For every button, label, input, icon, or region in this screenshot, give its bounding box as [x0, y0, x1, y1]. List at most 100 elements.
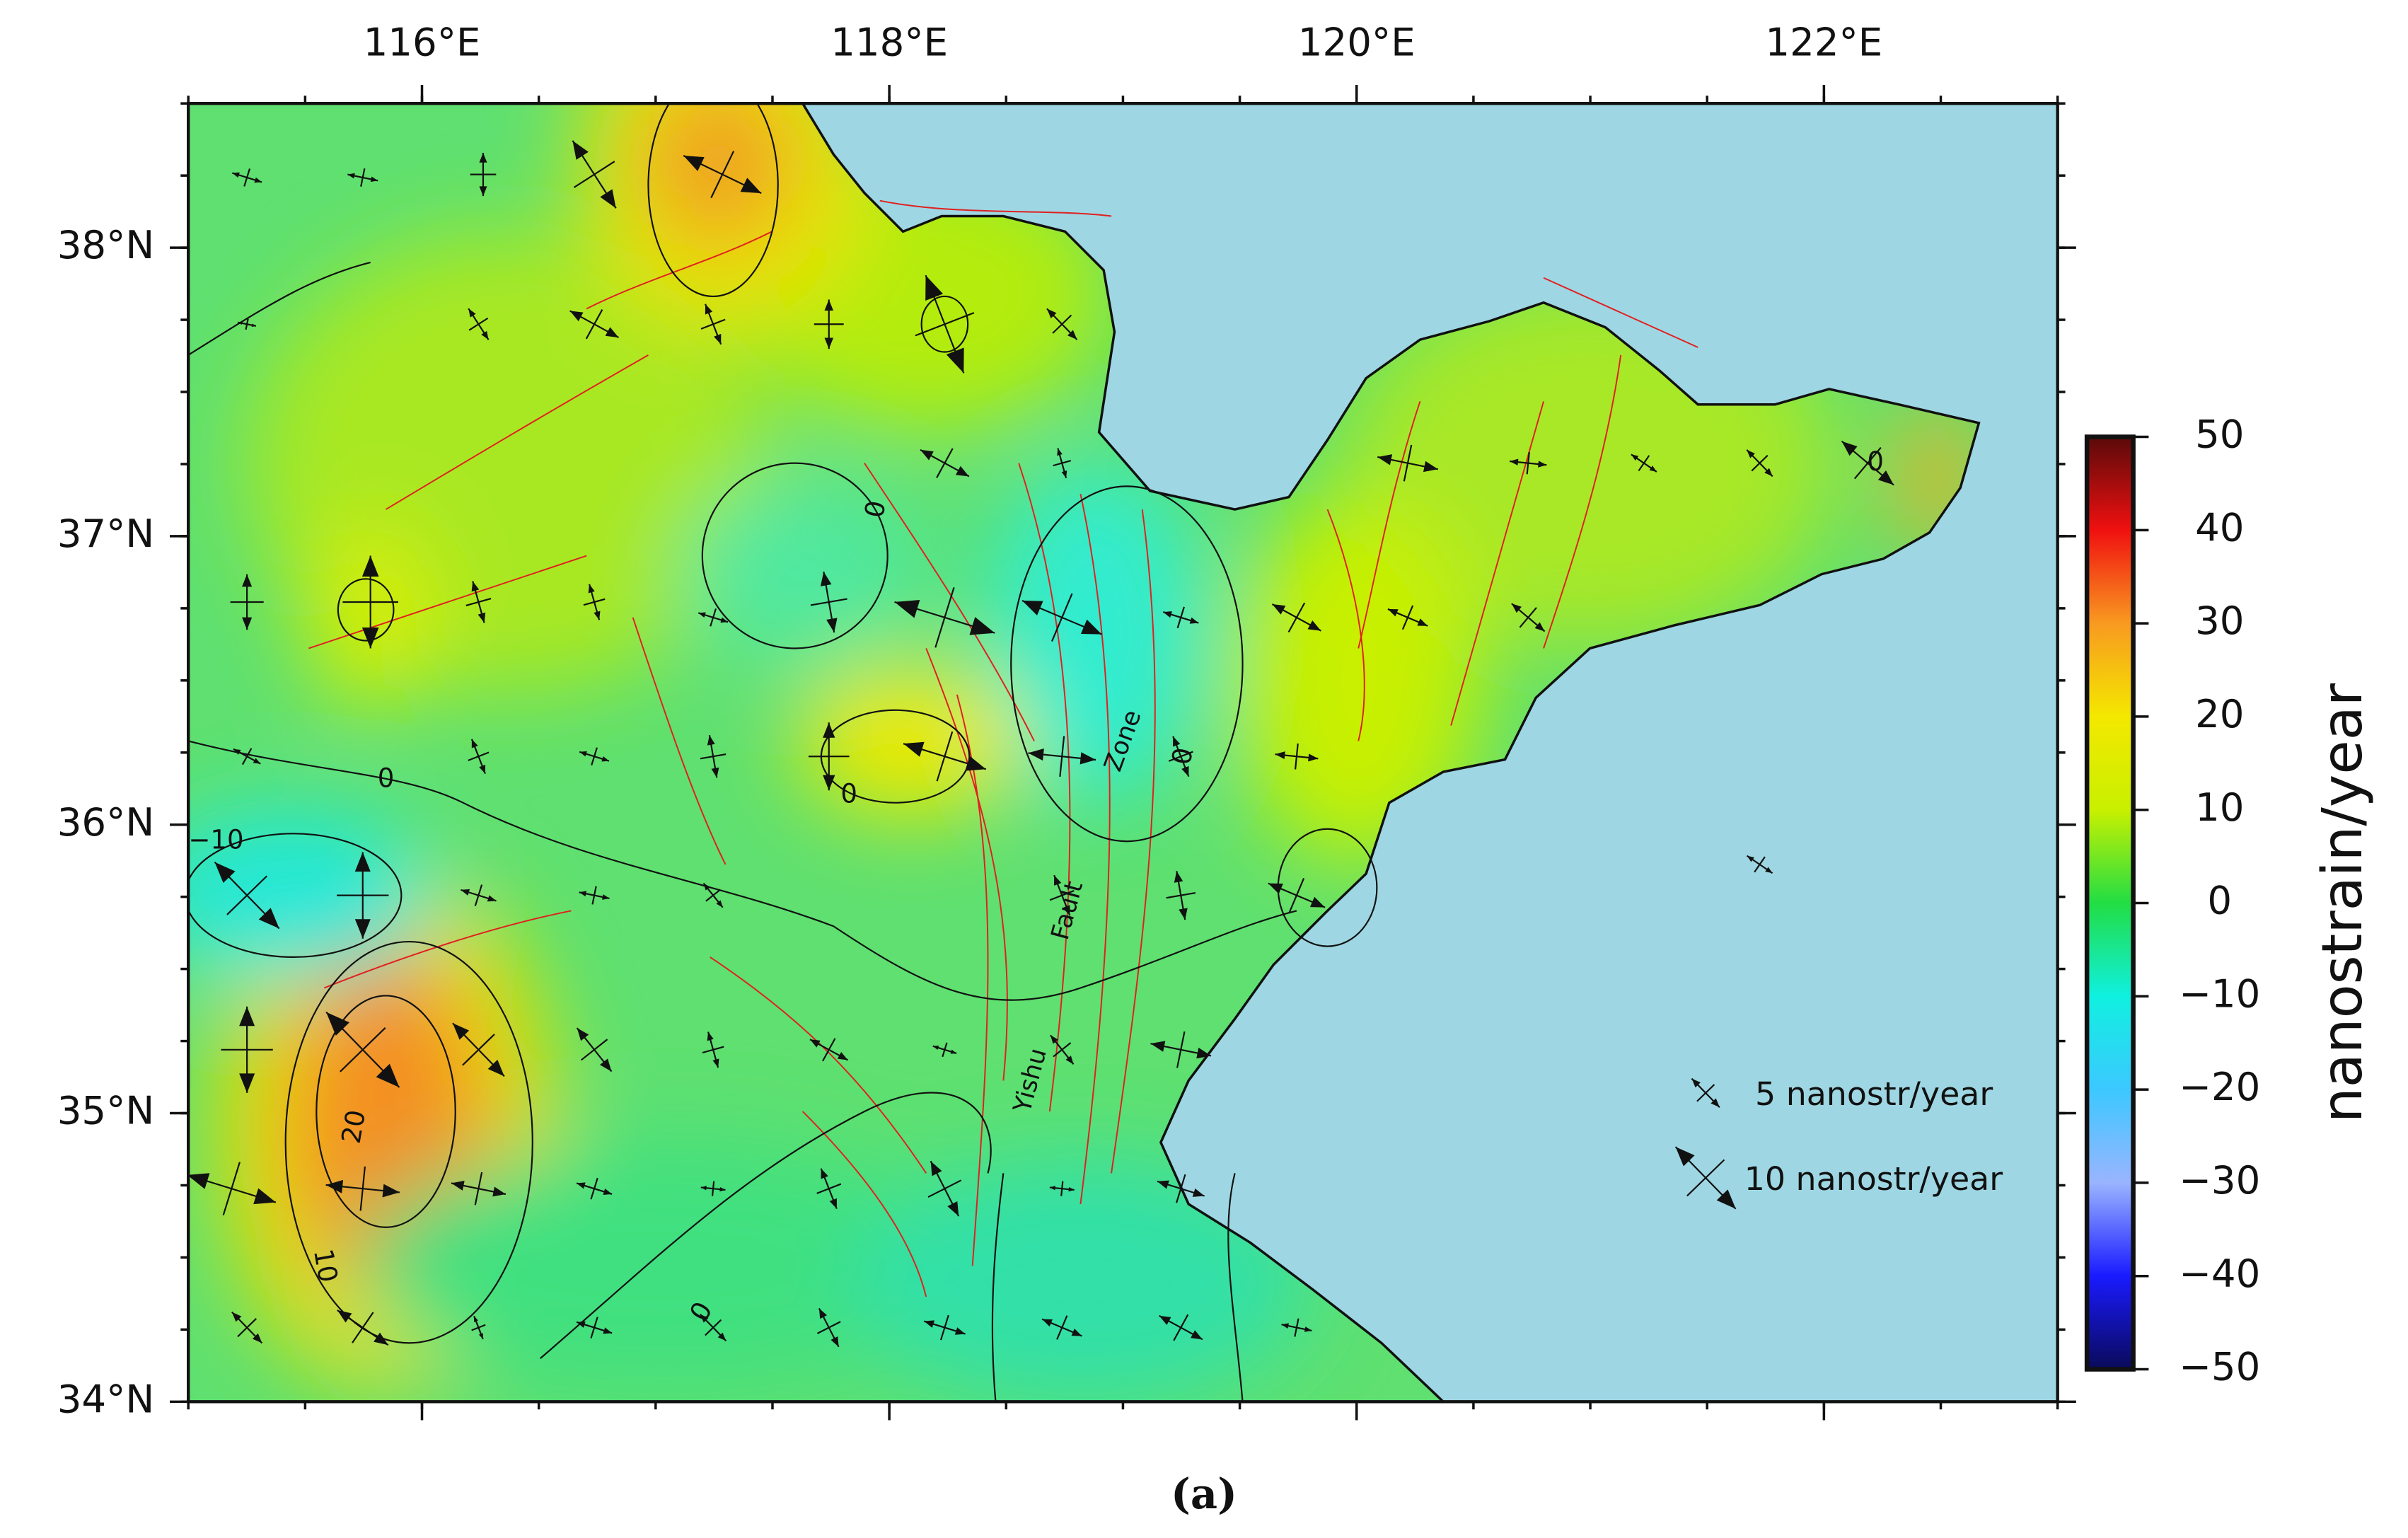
y-tick-label: 35°N [57, 1088, 155, 1133]
strain-arrowhead [719, 1187, 726, 1192]
x-tick-label: 122°E [1765, 19, 1882, 64]
y-tick-label: 37°N [57, 511, 155, 556]
strain-arrowhead [252, 1333, 262, 1343]
strain-arrowhead [361, 555, 379, 577]
strain-axis [474, 884, 483, 906]
strain-axis [822, 1038, 836, 1062]
strain-arrowhead [239, 1006, 255, 1027]
strain-axis [915, 312, 975, 337]
strain-axis [1294, 1318, 1299, 1337]
strain-arrowhead [930, 1161, 942, 1176]
strain-arrowhead [577, 1182, 586, 1189]
strain-axis [243, 168, 251, 187]
strain-arrowhead [242, 574, 253, 587]
strain-arrowhead [337, 1309, 352, 1323]
strain-patch [794, 664, 1027, 819]
strain-arrowhead [487, 1059, 504, 1077]
strain-arrowhead [1050, 1035, 1058, 1044]
strain-arrowhead [603, 1188, 613, 1195]
colorbar-tick-label: 0 [2207, 878, 2232, 923]
strain-arrowhead [479, 764, 486, 774]
strain-axis [1176, 606, 1185, 629]
strain-arrowhead [326, 1012, 349, 1036]
strain-arrowhead [683, 156, 705, 171]
strain-axis [340, 1027, 386, 1072]
strain-axis [700, 318, 726, 330]
strain-axis [360, 168, 366, 187]
strain-arrowhead [1071, 1329, 1082, 1336]
strain-arrowhead [1196, 1047, 1212, 1059]
strain-axis [591, 747, 598, 766]
strain-arrowhead [188, 1173, 210, 1189]
strain-axis [222, 1162, 241, 1216]
strain-arrowhead [1042, 1319, 1053, 1327]
strain-axis [474, 1172, 483, 1205]
strain-arrowhead [925, 275, 944, 301]
strain-arrowhead [451, 1180, 465, 1191]
strain-arrowhead [325, 1179, 344, 1193]
strain-arrowhead [361, 628, 379, 649]
strain-arrowhead [1538, 461, 1547, 468]
strain-axis [700, 753, 727, 760]
strain-axis [583, 598, 606, 606]
contour-label: 20 [336, 1108, 372, 1146]
strain-arrowhead [965, 756, 986, 771]
strain-arrowhead [1377, 454, 1393, 466]
strain-arrowhead [258, 908, 279, 929]
strain-arrowhead [920, 449, 934, 461]
strain-arrowhead [924, 1320, 934, 1328]
strain-arrowhead [830, 1336, 839, 1347]
strain-arrowhead [1631, 454, 1639, 461]
x-tick-label: 118°E [830, 19, 948, 64]
strain-axis [580, 1039, 608, 1061]
strain-arrowhead [932, 1045, 939, 1050]
strain-arrowhead [705, 303, 713, 315]
strain-axis [1401, 605, 1414, 630]
strain-arrowhead [955, 466, 969, 477]
strain-arrowhead [354, 852, 371, 872]
strain-axis [245, 318, 249, 330]
strain-axis [1288, 878, 1305, 913]
strain-arrowhead [479, 153, 487, 163]
strain-axis [352, 1312, 374, 1343]
strain-arrowhead [354, 919, 371, 939]
strain-axis [1176, 1174, 1186, 1203]
strain-axis [1696, 1084, 1715, 1102]
strain-arrowhead [1649, 466, 1657, 472]
strain-arrowhead [823, 775, 835, 791]
strain-patch [188, 810, 432, 981]
strain-arrowhead [818, 1308, 828, 1319]
strain-arrowhead [1534, 622, 1545, 632]
strain-axis [1686, 1159, 1725, 1197]
strain-arrowhead [1068, 1187, 1075, 1192]
strain-axis [816, 1183, 842, 1194]
strain-arrowhead [717, 1332, 727, 1341]
strain-arrowhead [603, 1327, 613, 1334]
colorbar-tick-label: 10 [2195, 785, 2244, 830]
strain-arrowhead [714, 333, 722, 345]
strain-arrowhead [374, 1332, 388, 1346]
strain-arrowhead [700, 1186, 707, 1191]
strain-arrowhead [707, 1031, 714, 1041]
strain-arrowhead [1511, 603, 1522, 613]
strain-arrowhead [1079, 752, 1096, 765]
strain-axis [226, 875, 268, 915]
strain-arrowhead [253, 758, 261, 764]
strain-arrowhead [969, 617, 995, 635]
strain-axis [1053, 460, 1072, 467]
strain-arrowhead [588, 584, 595, 594]
strain-axis [471, 1324, 486, 1331]
strain-arrowhead [947, 1201, 959, 1217]
strain-arrowhead [698, 612, 706, 618]
strain-arrowhead [1747, 449, 1755, 458]
strain-arrowhead [238, 321, 243, 325]
strain-arrowhead [707, 735, 715, 746]
strain-arrowhead [946, 347, 964, 374]
strain-axis [816, 1321, 841, 1334]
strain-axis [1853, 446, 1882, 480]
strain-arrowhead [1877, 470, 1894, 485]
strain-arrowhead [461, 889, 470, 896]
strain-patch [640, 103, 795, 248]
